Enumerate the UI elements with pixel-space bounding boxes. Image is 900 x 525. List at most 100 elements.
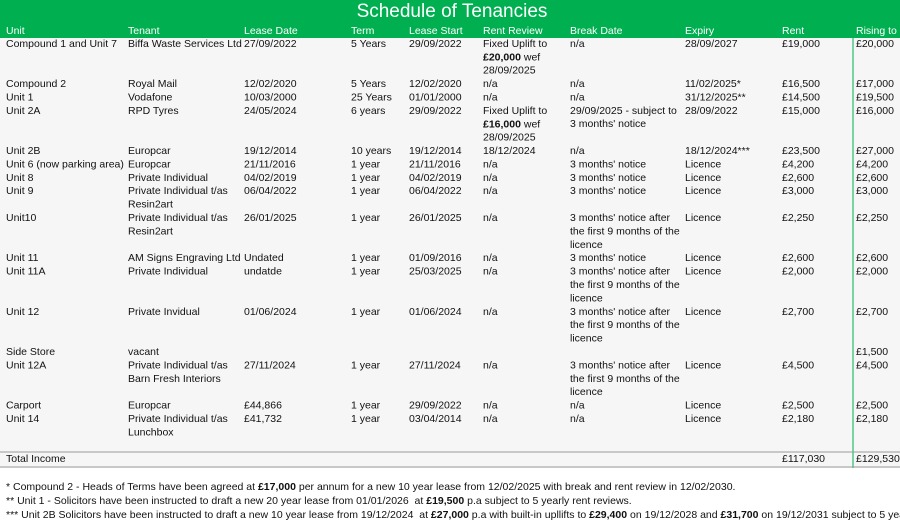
cell: Fixed Uplift to xyxy=(483,105,547,117)
total-rent: £117,030 xyxy=(782,453,825,465)
cell: £3,000 xyxy=(856,185,888,197)
cell: 04/02/2019 xyxy=(244,172,297,184)
cell: RPD Tyres xyxy=(128,105,179,117)
cell: £2,000 xyxy=(856,266,888,278)
cell: 3 months' notice xyxy=(570,158,646,170)
cell: 27/11/2024 xyxy=(244,359,296,371)
cell: n/a xyxy=(483,400,498,412)
cell: 3 months' notice xyxy=(570,118,646,130)
cell: Lunchbox xyxy=(128,426,174,438)
cell: 1 year xyxy=(351,252,381,264)
cell: £2,500 xyxy=(856,400,888,412)
cell: Resin2art xyxy=(128,199,173,211)
text-run: *** Unit 2B Solicitors have been instruc… xyxy=(6,509,431,521)
cell: £16,000 xyxy=(856,105,894,117)
cell: £4,500 xyxy=(856,359,888,371)
bold-run: £17,000 xyxy=(258,481,296,493)
cell: £3,000 xyxy=(782,185,814,197)
cell: Licence xyxy=(685,359,721,371)
cell: Unit 9 xyxy=(6,185,34,197)
cell: Compound 2 xyxy=(6,78,66,90)
cell: 18/12/2024 xyxy=(483,145,536,157)
cell: Unit 11 xyxy=(6,252,39,264)
cell: 01/09/2016 xyxy=(409,252,462,264)
cell: £20,000 wef xyxy=(483,51,540,63)
text-run: on 19/12/2031 subject to 5 yearly xyxy=(758,509,900,521)
cell: the first 9 months of the xyxy=(570,373,680,385)
bold-run: £16,000 xyxy=(483,118,521,130)
column-header: Lease Start xyxy=(409,25,463,37)
cell: n/a xyxy=(483,306,498,318)
cell: £2,180 xyxy=(856,413,888,425)
cell: n/a xyxy=(570,38,585,50)
cell: 27/09/2022 xyxy=(244,38,297,50)
cell: n/a xyxy=(483,359,498,371)
cell: 26/01/2025 xyxy=(244,212,297,224)
cell: Europcar xyxy=(128,400,171,412)
cell: Unit10 xyxy=(6,212,37,224)
cell: £2,700 xyxy=(856,306,888,318)
cell: licence xyxy=(570,239,603,251)
cell: £2,180 xyxy=(782,413,814,425)
bold-run: £27,000 xyxy=(431,509,469,521)
cell: Licence xyxy=(685,266,721,278)
cell: 03/04/2014 xyxy=(409,413,462,425)
cell: Europcar xyxy=(128,145,171,157)
cell: 01/01/2000 xyxy=(409,91,462,103)
column-header: Rent xyxy=(782,25,804,37)
cell: £20,000 xyxy=(856,38,894,50)
cell: Unit 12A xyxy=(6,359,46,371)
cell: 1 year xyxy=(351,212,381,224)
total-label: Total Income xyxy=(6,453,66,465)
cell: £16,000 wef xyxy=(483,118,540,130)
cell: 18/12/2024*** xyxy=(685,145,750,157)
cell: n/a xyxy=(570,91,585,103)
cell: 3 months' notice after xyxy=(570,212,671,224)
cell: £19,500 xyxy=(856,91,894,103)
cell: Vodafone xyxy=(128,91,173,103)
cell: Biffa Waste Services Ltd xyxy=(128,38,242,50)
cell: 6 years xyxy=(351,105,385,117)
bold-run: £20,000 xyxy=(483,51,521,63)
cell: n/a xyxy=(483,78,498,90)
cell: 31/12/2025** xyxy=(685,91,746,103)
cell: 06/04/2022 xyxy=(244,185,297,197)
cell: n/a xyxy=(483,413,498,425)
cell: £2,600 xyxy=(856,172,888,184)
cell: 28/09/2027 xyxy=(685,38,738,50)
cell: Europcar xyxy=(128,158,171,170)
cell: n/a xyxy=(483,185,498,197)
cell: 28/09/2025 xyxy=(483,65,536,77)
cell: 1 year xyxy=(351,158,381,170)
cell: n/a xyxy=(570,78,585,90)
cell: 04/02/2019 xyxy=(409,172,462,184)
column-header: Rent Review xyxy=(483,25,543,37)
cell: Unit 11A xyxy=(6,266,46,278)
bold-run: £29,400 xyxy=(589,509,627,521)
cell: 5 Years xyxy=(351,38,386,50)
cell: 10/03/2000 xyxy=(244,91,297,103)
cell: AM Signs Engraving Ltd xyxy=(128,252,241,264)
cell: 21/11/2016 xyxy=(409,158,461,170)
cell: £44,866 xyxy=(244,400,282,412)
cell: Private Individual t/as xyxy=(128,359,228,371)
text-run: wef xyxy=(521,118,540,130)
cell: licence xyxy=(570,386,603,398)
cell: Barn Fresh Interiors xyxy=(128,373,221,385)
cell: 06/04/2022 xyxy=(409,185,462,197)
cell: Unit 2B xyxy=(6,145,40,157)
cell: Licence xyxy=(685,306,721,318)
cell: Unit 12 xyxy=(6,306,39,318)
cell: Royal Mail xyxy=(128,78,177,90)
column-header: Rising to xyxy=(856,25,897,37)
cell: 3 months' notice xyxy=(570,172,646,184)
cell: Private Individual t/as xyxy=(128,185,228,197)
cell: Private Invidual xyxy=(128,306,200,318)
cell: 19/12/2014 xyxy=(409,145,462,157)
cell: 29/09/2022 xyxy=(409,38,462,50)
cell: n/a xyxy=(483,158,498,170)
cell: 25/03/2025 xyxy=(409,266,462,278)
cell: £17,000 xyxy=(856,78,894,90)
column-header: Expiry xyxy=(685,25,715,37)
column-header: Unit xyxy=(6,25,25,37)
